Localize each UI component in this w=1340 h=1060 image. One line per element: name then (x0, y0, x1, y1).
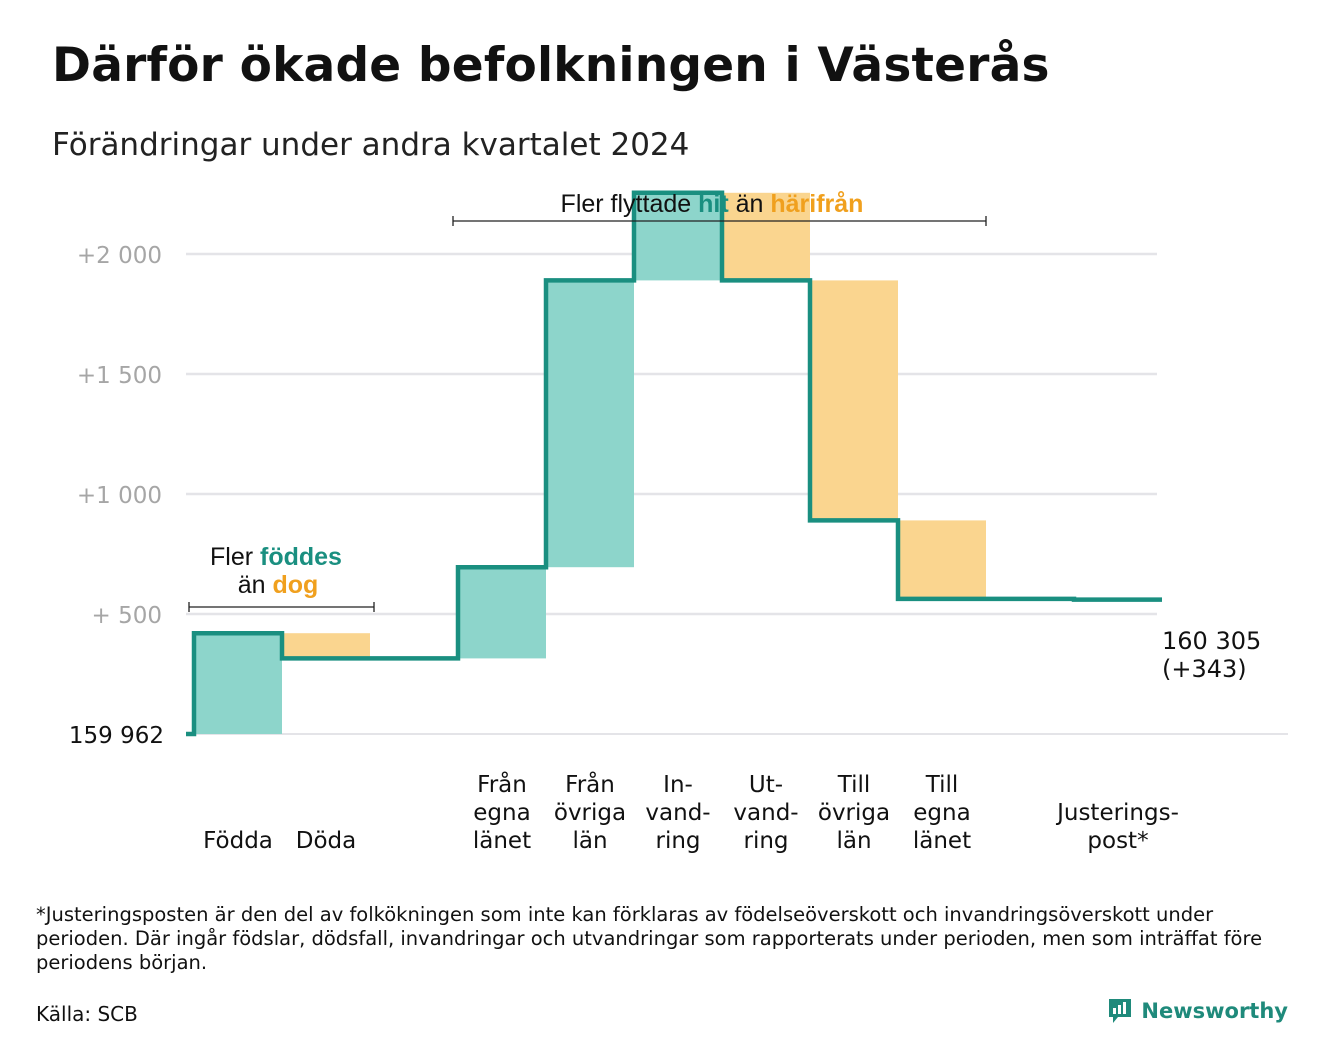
x-category-label: egna (473, 800, 530, 826)
x-category-label: Till (925, 772, 959, 798)
x-category-label: län (836, 828, 871, 854)
bar (282, 633, 370, 659)
x-category-label: övriga (554, 800, 626, 826)
left-annotation-line2: än dog (238, 571, 319, 599)
x-category-label: In- (663, 772, 693, 798)
x-category-label: Ut- (749, 772, 783, 798)
y-tick-label: +1 500 (77, 363, 162, 389)
bar (458, 567, 546, 659)
y-tick-label: +1 000 (77, 483, 162, 509)
x-category-label: län (572, 828, 607, 854)
waterfall-chart: + 500 +1 000 +1 500 +2 000 159 962 Födda Döda… (69, 190, 1288, 854)
x-category-label: länet (913, 828, 971, 854)
y-tick-label: + 500 (92, 603, 162, 629)
footnote: *Justeringsposten är den del av folkökni… (36, 903, 1263, 974)
x-category-label: länet (473, 828, 531, 854)
bar (898, 520, 986, 599)
x-category-label: Döda (296, 828, 356, 854)
left-annotation-line1: Fler föddes (210, 543, 342, 571)
x-category-label: Till (837, 772, 871, 798)
x-category-label: ring (743, 828, 788, 854)
bar (810, 280, 898, 521)
brand-logo[interactable]: Newsworthy (1107, 997, 1288, 1025)
bar (722, 192, 810, 281)
x-axis-labels: Födda DödaFrånegnalänetFrånövrigalänIn-va… (203, 770, 1179, 854)
baseline-value-label: 159 962 (69, 723, 164, 749)
x-category-label: post* (1087, 828, 1148, 854)
y-axis-labels: + 500 +1 000 +1 500 +2 000 159 962 (69, 243, 164, 749)
bars (194, 192, 986, 734)
x-category-label: Justerings- (1055, 800, 1179, 826)
top-annotation: Fler flyttade hit än härifrån (561, 190, 864, 218)
chart-title: Därför ökade befolkningen i Västerås (52, 38, 1050, 93)
brand-name: Newsworthy (1141, 999, 1288, 1023)
x-category-label: övriga (818, 800, 890, 826)
x-category-label: vand- (645, 800, 710, 826)
running-total-line (186, 190, 1162, 737)
bar (634, 192, 722, 281)
end-total-label: 160 305 (1162, 627, 1261, 655)
bar (546, 280, 634, 568)
x-category-label: vand- (733, 800, 798, 826)
y-tick-label: +2 000 (77, 243, 162, 269)
gridlines (186, 252, 1288, 735)
chart-subtitle: Förändringar under andra kvartalet 2024 (52, 127, 690, 163)
x-category-label: Från (565, 770, 615, 798)
newsworthy-logo-icon (1109, 999, 1132, 1023)
x-category-label: Födda (203, 828, 273, 854)
x-category-label: ring (655, 828, 700, 854)
source-label: Källa: SCB (36, 1002, 138, 1026)
x-category-label: Från (477, 770, 527, 798)
x-category-label: egna (913, 800, 970, 826)
end-change-label: (+343) (1162, 655, 1247, 683)
bar (194, 633, 282, 734)
running-total-step-line (186, 190, 1162, 737)
